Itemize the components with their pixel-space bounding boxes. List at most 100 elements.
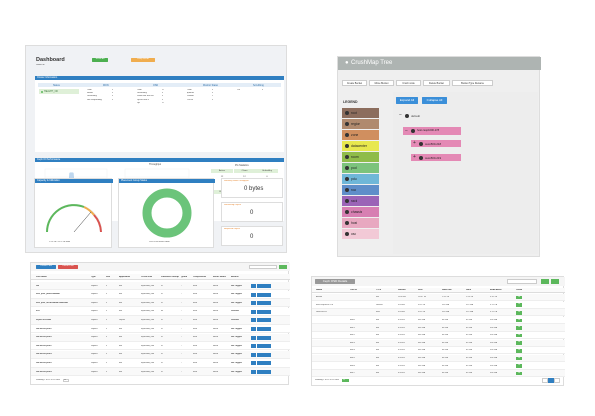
osd-cell: 65 GiB [466, 341, 473, 344]
collapse-minus-icon[interactable]: − [399, 112, 402, 118]
pool-actions-button[interactable] [257, 301, 271, 306]
pools-cell: Mirror [213, 353, 219, 356]
pool-edit-button[interactable] [251, 352, 256, 357]
pool-actions-button[interactable] [257, 370, 271, 374]
crush-toolbar-button-2[interactable]: Crush node [396, 80, 421, 86]
osd-cell: 525 GiB [466, 311, 474, 314]
pool-edit-button[interactable] [251, 318, 256, 323]
cluster-col-header: Monitor Status [203, 83, 219, 87]
table-row[interactable] [312, 309, 565, 317]
table-row[interactable] [31, 282, 290, 291]
table-row[interactable] [31, 368, 290, 377]
crush-toolbar-button-4[interactable]: Bucket Type Rename [452, 80, 493, 86]
tree-node-host[interactable]: − host cesp1000-178 [403, 127, 461, 135]
tree-node-default[interactable]: − default [399, 113, 439, 119]
deep-scrub-button[interactable]: Deep Scrub [131, 58, 155, 62]
osd-pagination-page-1[interactable] [548, 378, 554, 383]
table-row[interactable] [31, 316, 290, 325]
pools-cell: Replica [91, 327, 98, 330]
pool-edit-button[interactable] [251, 309, 256, 314]
pools-cell: Mirror [213, 344, 219, 347]
osd-cell: 0.45310 [398, 364, 406, 367]
pools-cell: Replica [91, 362, 98, 364]
pool-actions-button[interactable] [257, 292, 271, 297]
osd-per-page-select[interactable] [342, 378, 349, 382]
expand-plus-icon[interactable]: + [413, 140, 416, 146]
pools-search-input[interactable] [249, 265, 277, 269]
pool-edit-button[interactable] [251, 370, 256, 374]
table-row[interactable] [31, 350, 290, 359]
table-row[interactable] [31, 342, 290, 351]
pools-cell: 32 [161, 344, 164, 347]
tree-node-cesx219[interactable]: + cesx500-219 [411, 154, 461, 161]
crush-toolbar-button-3[interactable]: Delete Bucket [423, 80, 450, 86]
pool-edit-button[interactable] [251, 301, 256, 306]
osd-pagination-prev[interactable] [542, 378, 548, 383]
tree-cesx218-label: cesx500-218 [425, 141, 442, 146]
tree-default-label: default [411, 114, 421, 118]
pool-actions-button[interactable] [257, 318, 271, 323]
table-row[interactable] [31, 299, 290, 308]
table-row[interactable] [312, 316, 565, 324]
table-row[interactable] [31, 290, 290, 299]
expand-plus-icon[interactable]: + [413, 154, 416, 160]
osd-pagination-next[interactable] [554, 378, 560, 383]
pools-cell: replicated_rule [141, 301, 155, 304]
table-row[interactable] [312, 332, 565, 340]
crush-toolbar-button-0[interactable]: Create Bucket [342, 80, 367, 86]
table-row[interactable] [312, 324, 565, 332]
osd-cell: 0.45310 [398, 341, 406, 344]
table-row[interactable] [312, 339, 565, 347]
pool-actions-button[interactable] [257, 361, 271, 366]
pools-cell: 32 [161, 362, 164, 364]
osd-columns-button[interactable] [551, 279, 559, 284]
legend-dot-icon [345, 155, 349, 159]
table-row[interactable] [312, 301, 565, 309]
delete-pool-button[interactable]: Delete Pool [58, 265, 78, 269]
pool-edit-button[interactable] [251, 327, 256, 331]
pool-edit-button[interactable] [251, 344, 256, 349]
table-row[interactable] [31, 325, 290, 334]
crush-toolbar-button-1[interactable]: Move Bucket [369, 80, 394, 86]
table-row[interactable] [312, 347, 565, 355]
pools-per-page-select[interactable] [63, 379, 69, 382]
table-row[interactable] [31, 333, 290, 342]
table-row[interactable] [31, 307, 290, 316]
osd-cell: 464 GiB [418, 334, 426, 337]
table-row[interactable] [312, 294, 565, 302]
osd-use-badge: 14 [516, 326, 522, 330]
create-pool-button[interactable]: Create Pool [36, 265, 56, 269]
table-row[interactable] [31, 359, 290, 368]
scrub-all-button[interactable]: Scrub All [92, 58, 108, 62]
pool-actions-button[interactable] [257, 309, 271, 314]
collapse-minus-icon[interactable]: − [405, 128, 408, 134]
osd-refresh-button[interactable] [541, 279, 549, 284]
pools-cell: replicated_rule [141, 362, 155, 364]
collapse-all-button[interactable]: Collapse All [422, 97, 447, 104]
table-row[interactable] [312, 354, 565, 362]
pool-edit-button[interactable] [251, 335, 256, 340]
osd-per-page-value: 10 [343, 379, 346, 381]
pool-actions-button[interactable] [257, 344, 271, 349]
pools-cell: 3 [106, 336, 108, 339]
stat2-value: 0 [250, 210, 254, 216]
osd-cell: 66 GiB [442, 334, 449, 337]
osd-search-input[interactable] [507, 279, 537, 284]
table-row[interactable] [312, 362, 565, 370]
pool-edit-button[interactable] [251, 361, 256, 366]
expand-all-button[interactable]: Expand All [396, 97, 418, 104]
mon-row-label: Unhealthy [87, 95, 97, 98]
pool-actions-button[interactable] [257, 327, 271, 331]
pool-edit-button[interactable] [251, 284, 256, 288]
osd-cell: 398 GiB [490, 372, 498, 375]
pools-cell: Mirror [213, 293, 219, 296]
table-row[interactable] [312, 370, 565, 378]
pool-actions-button[interactable] [257, 335, 271, 340]
osd-cell: 1.53 TiB [466, 296, 474, 299]
pool-actions-button[interactable] [257, 284, 271, 288]
placement-card: Placement Group Status 1024 PGs active+c… [118, 178, 215, 248]
pools-refresh-button[interactable] [279, 265, 287, 269]
tree-node-cesx218[interactable]: + cesx500-218 [411, 140, 461, 147]
pool-edit-button[interactable] [251, 292, 256, 297]
pool-actions-button[interactable] [257, 352, 271, 357]
